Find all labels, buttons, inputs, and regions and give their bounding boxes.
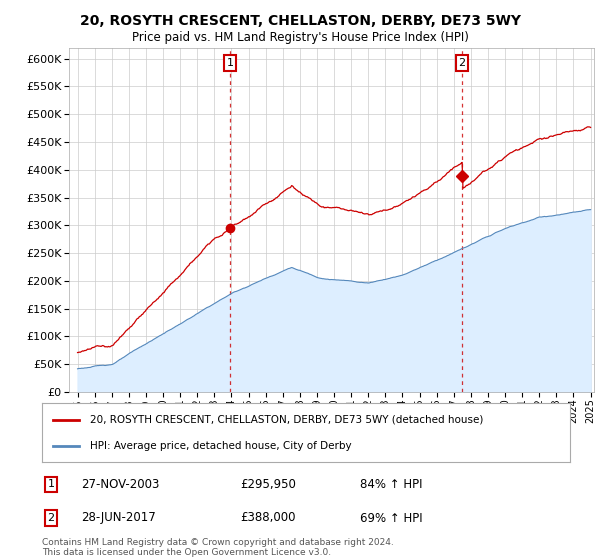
Text: 27-NOV-2003: 27-NOV-2003 xyxy=(81,478,160,491)
Text: £388,000: £388,000 xyxy=(240,511,296,525)
Text: 20, ROSYTH CRESCENT, CHELLASTON, DERBY, DE73 5WY (detached house): 20, ROSYTH CRESCENT, CHELLASTON, DERBY, … xyxy=(89,414,483,424)
Text: Price paid vs. HM Land Registry's House Price Index (HPI): Price paid vs. HM Land Registry's House … xyxy=(131,31,469,44)
Text: £295,950: £295,950 xyxy=(240,478,296,491)
Text: 1: 1 xyxy=(227,58,233,68)
Text: 1: 1 xyxy=(47,479,55,489)
Text: 84% ↑ HPI: 84% ↑ HPI xyxy=(360,478,422,491)
Text: 28-JUN-2017: 28-JUN-2017 xyxy=(81,511,156,525)
Text: 2: 2 xyxy=(458,58,466,68)
Text: 2: 2 xyxy=(47,513,55,523)
Text: HPI: Average price, detached house, City of Derby: HPI: Average price, detached house, City… xyxy=(89,441,351,451)
Text: 69% ↑ HPI: 69% ↑ HPI xyxy=(360,511,422,525)
Text: 20, ROSYTH CRESCENT, CHELLASTON, DERBY, DE73 5WY: 20, ROSYTH CRESCENT, CHELLASTON, DERBY, … xyxy=(79,14,521,28)
Text: Contains HM Land Registry data © Crown copyright and database right 2024.
This d: Contains HM Land Registry data © Crown c… xyxy=(42,538,394,557)
